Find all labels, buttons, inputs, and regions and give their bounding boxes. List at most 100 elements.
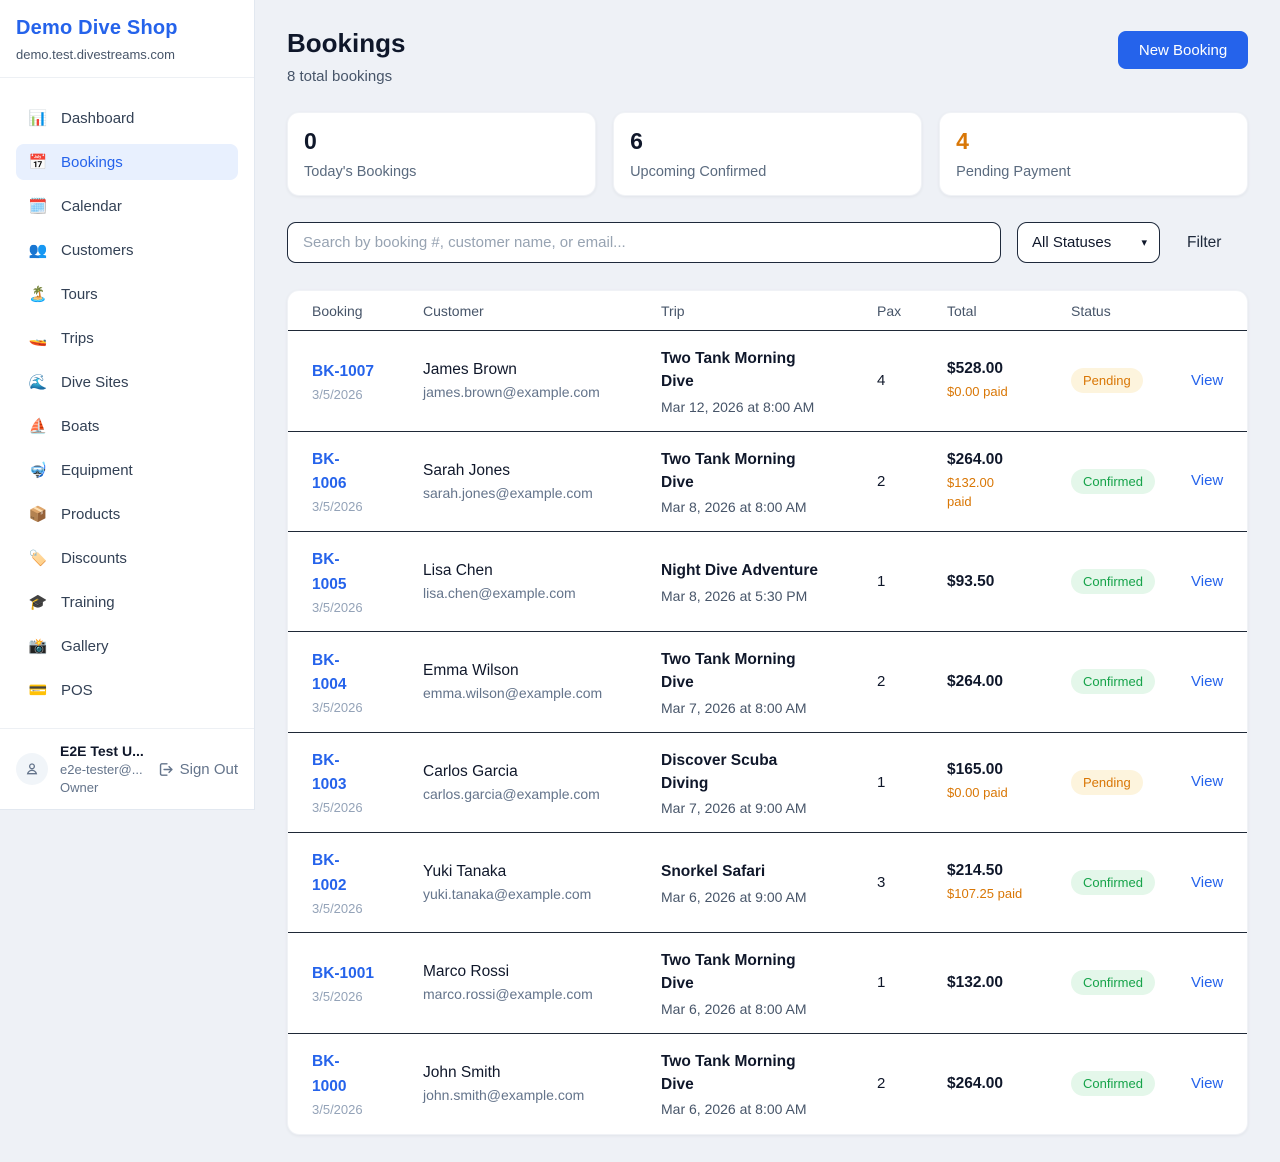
booking-id-link[interactable]: BK- 1005: [312, 551, 347, 593]
table-row: BK- 1000 3/5/2026 John Smith john.smith@e…: [288, 1034, 1247, 1134]
sidebar-item-tours[interactable]: 🏝️ Tours: [16, 276, 238, 312]
view-link[interactable]: View: [1191, 371, 1224, 389]
table-row: BK- 1004 3/5/2026 Emma Wilson emma.wilson…: [288, 632, 1248, 733]
status-cell: Confirmed: [1071, 970, 1191, 996]
filter-row: All Statuses ▾ Filter: [287, 222, 1248, 263]
customer-cell: Lisa Chen lisa.chen@example.com: [423, 562, 661, 601]
booking-id-link[interactable]: BK- 1003: [312, 752, 347, 794]
status-filter-select[interactable]: All Statuses ▾: [1017, 222, 1160, 263]
sidebar-item-label: Training: [61, 593, 115, 611]
customer-name: John Smith: [423, 1064, 501, 1081]
sidebar-item-boats[interactable]: ⛵ Boats: [16, 408, 238, 444]
booking-id-link[interactable]: BK- 1006: [312, 451, 347, 493]
booking-date: 3/5/2026: [312, 386, 363, 402]
pax-cell: 2: [877, 1075, 886, 1092]
trip-datetime: Mar 12, 2026 at 8:00 AM: [661, 398, 815, 415]
status-badge: Confirmed: [1071, 970, 1155, 996]
sidebar-item-pos[interactable]: 💳 POS: [16, 672, 238, 708]
page-header-text: Bookings 8 total bookings: [287, 28, 405, 85]
actions-cell: View: [1191, 472, 1223, 490]
customer-email: carlos.garcia@example.com: [423, 785, 600, 802]
actions-cell: View: [1191, 974, 1223, 992]
total-cell: $528.00 $0.00 paid: [947, 360, 1071, 402]
sidebar-item-calendar[interactable]: 🗓️ Calendar: [16, 188, 238, 224]
diving-mask-icon: 🤿: [28, 462, 48, 479]
booking-id-link[interactable]: BK-1001: [312, 964, 375, 982]
sidebar-nav: 📊 Dashboard 📅 Bookings 🗓️ Calendar 👥 Cus…: [0, 78, 254, 728]
trip-cell: Two Tank Morning Dive Mar 8, 2026 at 8:00…: [661, 448, 877, 516]
sidebar-item-equipment[interactable]: 🤿 Equipment: [16, 452, 238, 488]
actions-cell: View: [1191, 372, 1223, 390]
view-link[interactable]: View: [1191, 572, 1224, 590]
calendar-icon: 📅: [28, 154, 48, 171]
sidebar-item-label: POS: [61, 681, 93, 699]
column-header-pax: Pax: [877, 302, 902, 319]
view-link[interactable]: View: [1191, 873, 1224, 891]
pax-cell: 2: [877, 673, 886, 691]
trip-name: Two Tank Morning Dive: [661, 450, 796, 491]
total-cell: $132.00: [947, 974, 1071, 992]
view-link[interactable]: View: [1191, 773, 1224, 791]
trip-name: Two Tank Morning Dive: [661, 651, 796, 692]
sidebar-item-products[interactable]: 📦 Products: [16, 496, 238, 532]
new-booking-button[interactable]: New Booking: [1117, 31, 1249, 69]
booking-cell: BK- 1003 3/5/2026: [312, 749, 423, 815]
customer-cell: John Smith john.smith@example.com: [423, 1064, 661, 1103]
pax-cell: 4: [877, 372, 886, 390]
table-body: BK-1007 3/5/2026 James Brown james.brown…: [288, 331, 1248, 1134]
status-cell: Confirmed: [1071, 1071, 1191, 1096]
total-cell: $264.00: [947, 673, 1071, 691]
table-row: BK- 1002 3/5/2026 Yuki Tanaka yuki.tanaka…: [288, 833, 1248, 933]
spiral-calendar-icon: 🗓️: [28, 198, 48, 215]
stat-card-todays-bookings: 0 Today's Bookings: [287, 112, 597, 196]
trip-name: Two Tank Morning Dive: [661, 1052, 796, 1093]
customer-email: lisa.chen@example.com: [423, 585, 576, 601]
table-row: BK- 1006 3/5/2026 Sarah Jones sarah.jones…: [288, 432, 1248, 532]
view-link[interactable]: View: [1191, 472, 1224, 490]
sidebar-item-bookings[interactable]: 📅 Bookings: [16, 144, 238, 180]
sidebar-item-label: Bookings: [61, 153, 123, 171]
sidebar-item-label: Trips: [61, 329, 94, 347]
total-amount: $165.00: [947, 761, 1004, 779]
booking-date: 3/5/2026: [312, 800, 363, 816]
sidebar-item-label: Gallery: [61, 637, 109, 655]
sidebar-item-label: Dive Sites: [61, 373, 129, 391]
customer-email: sarah.jones@example.com: [423, 484, 593, 501]
view-link[interactable]: View: [1191, 973, 1224, 991]
booking-id-link[interactable]: BK- 1000: [312, 1053, 347, 1095]
sidebar-item-dive-sites[interactable]: 🌊 Dive Sites: [16, 364, 238, 400]
sidebar-item-dashboard[interactable]: 📊 Dashboard: [16, 100, 238, 136]
view-link[interactable]: View: [1191, 672, 1224, 690]
booking-id-link[interactable]: BK- 1004: [312, 651, 347, 693]
sidebar-item-trips[interactable]: 🚤 Trips: [16, 320, 238, 356]
sidebar-item-customers[interactable]: 👥 Customers: [16, 232, 238, 268]
sidebar-item-label: Tours: [61, 285, 98, 303]
sidebar-item-discounts[interactable]: 🏷️ Discounts: [16, 540, 238, 576]
booking-date: 3/5/2026: [312, 1101, 363, 1117]
status-badge: Confirmed: [1071, 669, 1155, 695]
booking-id-link[interactable]: BK- 1002: [312, 852, 347, 894]
column-header-customer: Customer: [423, 302, 484, 319]
filter-button[interactable]: Filter: [1187, 233, 1222, 251]
actions-cell: View: [1191, 874, 1223, 892]
trip-cell: Night Dive Adventure Mar 8, 2026 at 5:30…: [661, 559, 877, 603]
pax-cell: 1: [877, 573, 886, 590]
trip-datetime: Mar 7, 2026 at 9:00 AM: [661, 800, 807, 816]
table-row: BK- 1005 3/5/2026 Lisa Chen lisa.chen@exa…: [288, 532, 1248, 632]
booking-cell: BK- 1000 3/5/2026: [312, 1050, 423, 1116]
pax-cell: 3: [877, 874, 886, 891]
total-cell: $264.00 $132.00 paid: [947, 451, 1071, 512]
search-input[interactable]: [287, 222, 1001, 263]
sidebar-item-label: Dashboard: [61, 109, 135, 127]
booking-id-link[interactable]: BK-1007: [312, 362, 375, 380]
main-content: Bookings 8 total bookings New Booking 0 …: [255, 0, 1280, 1135]
status-cell: Confirmed: [1071, 569, 1191, 594]
sidebar-item-gallery[interactable]: 📸 Gallery: [16, 628, 238, 664]
column-header-booking: Booking: [312, 302, 363, 319]
view-link[interactable]: View: [1191, 1074, 1224, 1092]
trip-cell: Discover Scuba Diving Mar 7, 2026 at 9:00…: [661, 749, 877, 817]
sign-out-button[interactable]: Sign Out: [157, 761, 238, 778]
status-filter-value: All Statuses: [1032, 234, 1112, 251]
sidebar-item-training[interactable]: 🎓 Training: [16, 584, 238, 620]
pax-cell: 1: [877, 974, 886, 992]
